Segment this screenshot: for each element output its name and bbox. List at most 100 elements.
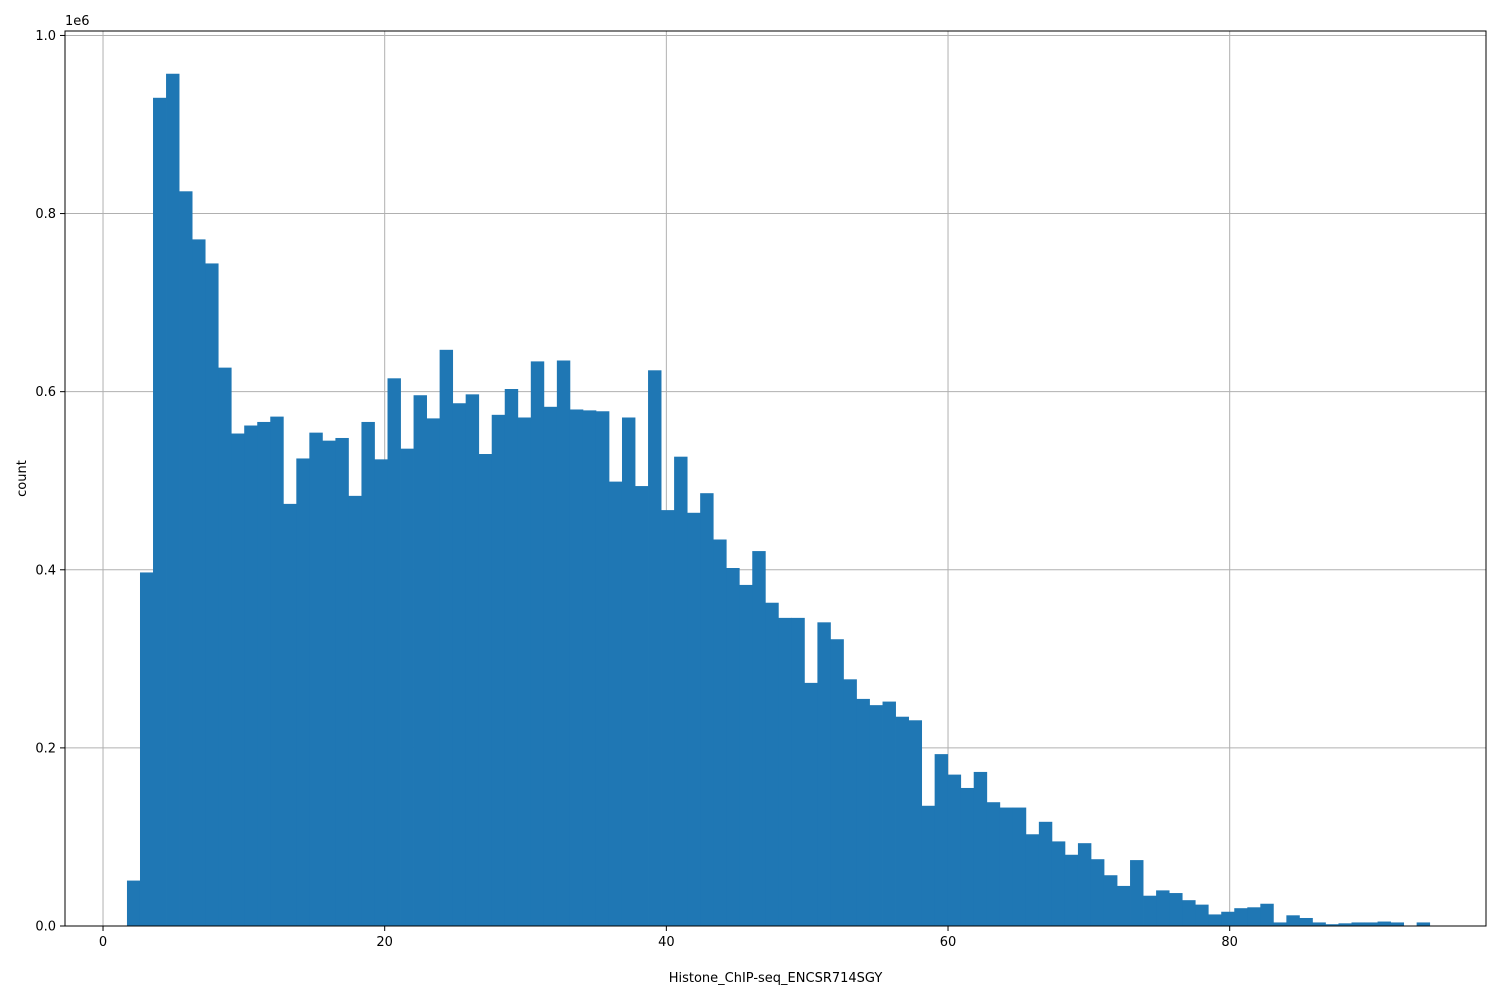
histogram-bar [661, 510, 675, 926]
histogram-bar [400, 448, 414, 926]
histogram-bar [843, 679, 857, 926]
histogram-bars [126, 73, 1431, 927]
x-tick-label: 40 [658, 935, 675, 950]
histogram-bar [1182, 900, 1196, 926]
histogram-bar [530, 361, 545, 926]
histogram-bar [999, 807, 1014, 926]
x-axis-ticks: 0 20 40 60 80 [99, 926, 1238, 950]
histogram-bar [595, 411, 610, 926]
histogram-bar [882, 701, 896, 926]
histogram-bar [1117, 885, 1131, 926]
histogram-bar [1247, 907, 1261, 926]
histogram-bar [361, 421, 375, 926]
histogram-bar [205, 263, 219, 926]
histogram-bar [322, 440, 336, 926]
histogram-bar [648, 370, 662, 927]
histogram-bar [674, 456, 688, 926]
histogram-bar [1325, 924, 1339, 926]
histogram-bar [244, 425, 258, 926]
histogram-bar [817, 622, 831, 926]
histogram-bar [439, 349, 454, 926]
histogram-bar [1221, 911, 1235, 926]
histogram-bar [1377, 921, 1391, 926]
y-tick-label: 1.0 [35, 29, 56, 44]
histogram-bar [1351, 922, 1365, 926]
histogram-bar [166, 73, 180, 926]
x-tick-label: 0 [99, 935, 107, 950]
histogram-bar [1012, 807, 1027, 926]
histogram-bar [1051, 841, 1066, 926]
y-tick-label: 0.6 [35, 385, 56, 400]
histogram-bar [335, 437, 349, 926]
histogram-bar [1064, 854, 1079, 926]
histogram-bar [556, 360, 571, 926]
histogram-bar [1143, 895, 1157, 926]
histogram-bar [478, 454, 493, 926]
histogram-bar [895, 716, 909, 926]
histogram-bar [739, 584, 753, 926]
histogram-bar [309, 432, 323, 926]
histogram-bar [1103, 875, 1118, 926]
histogram-bar [869, 705, 883, 926]
histogram-bar [973, 771, 988, 926]
x-axis-label: Histone_ChIP-seq_ENCSR714SGY [669, 971, 883, 986]
histogram-bar [1390, 922, 1405, 926]
y-axis-ticks: 0.0 0.2 0.4 0.6 0.8 1.0 [35, 29, 65, 935]
histogram-bar [621, 417, 636, 926]
histogram-bar [687, 512, 701, 926]
histogram-bar [1416, 922, 1431, 926]
histogram-bar [543, 406, 558, 927]
histogram-bar [791, 617, 805, 926]
x-tick-label: 60 [940, 935, 957, 950]
histogram-bar [1090, 859, 1105, 926]
histogram-bar [192, 239, 206, 926]
histogram-bar [1169, 893, 1183, 926]
histogram-bar [1077, 843, 1092, 926]
histogram-bar [1156, 890, 1170, 926]
histogram-bar [1312, 922, 1326, 926]
histogram-bar [1260, 903, 1274, 926]
histogram-bar [296, 458, 310, 926]
histogram-bar [1299, 917, 1313, 926]
histogram-bar [179, 191, 193, 926]
histogram-bar [126, 880, 141, 926]
histogram-bar [765, 602, 779, 926]
histogram-bar [635, 486, 649, 926]
histogram-bar [491, 414, 506, 926]
histogram-bar [218, 367, 232, 927]
histogram-bar [921, 805, 936, 926]
histogram-bar [569, 409, 584, 927]
histogram-bar [608, 481, 623, 926]
histogram-bar [374, 459, 388, 926]
histogram-bar [1130, 860, 1144, 926]
histogram-bar [465, 394, 480, 927]
histogram-bar [452, 403, 467, 926]
histogram-bar [257, 421, 271, 926]
histogram-bar [348, 495, 362, 926]
x-tick-label: 20 [376, 935, 393, 950]
y-axis-label: count [15, 460, 30, 497]
histogram-bar [752, 551, 766, 926]
y-tick-label: 0.4 [35, 563, 56, 578]
histogram-bar [778, 617, 792, 926]
histogram-bar [1286, 915, 1300, 926]
histogram-bar [1234, 908, 1248, 926]
histogram-bar [1338, 923, 1352, 926]
histogram-bar [582, 410, 597, 926]
histogram-bar [804, 682, 818, 926]
histogram-bar [153, 97, 167, 927]
histogram-bar [986, 802, 1001, 926]
histogram-bar [726, 568, 740, 926]
y-axis-offset-label: 1e6 [65, 14, 90, 29]
histogram-bar [700, 493, 714, 926]
x-tick-label: 80 [1221, 935, 1238, 950]
histogram-bar [1208, 914, 1222, 926]
histogram-bar [1025, 834, 1040, 926]
histogram-bar [960, 787, 975, 926]
histogram-bar [1195, 904, 1209, 926]
histogram-bar [1273, 922, 1287, 926]
histogram-bar [283, 503, 297, 926]
y-tick-label: 0.0 [35, 920, 56, 935]
histogram-bar [1364, 922, 1378, 926]
